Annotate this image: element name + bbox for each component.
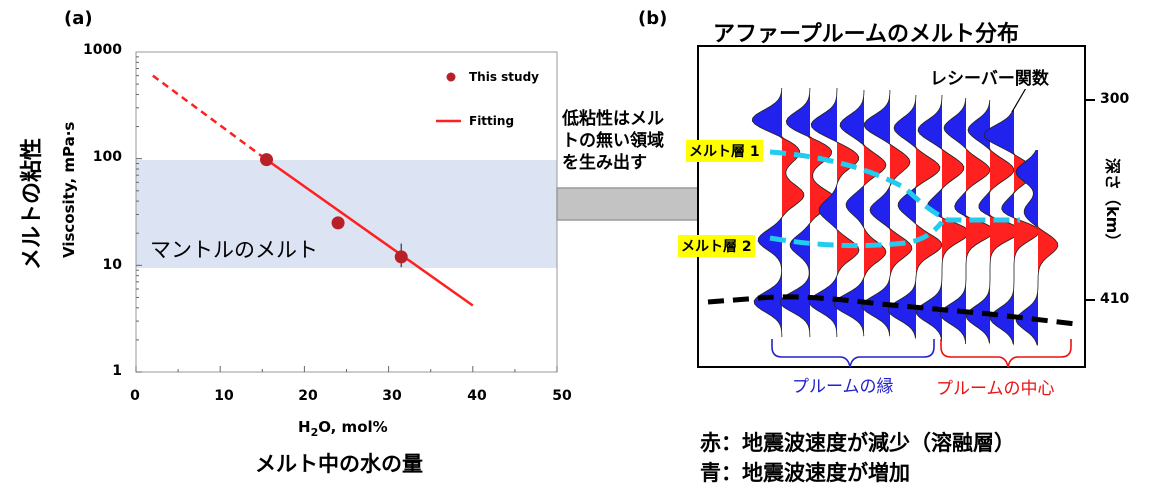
negative-velocity-lobe: [916, 95, 942, 340]
depth-tick-label: 410: [1100, 291, 1130, 307]
x-axis-label-en: H2O, mol%: [298, 418, 388, 439]
melt-layer-2-tag: メルト層 2: [678, 235, 755, 257]
data-point: [394, 250, 408, 264]
mantle-melt-band: [136, 160, 557, 268]
data-point: [331, 216, 345, 230]
legend-point-marker: [446, 72, 456, 82]
fitting-line: [265, 158, 474, 307]
positive-velocity-lobe: [834, 90, 864, 338]
panel-b-title: アファープルームのメルト分布: [713, 22, 1020, 47]
negative-velocity-lobe: [810, 88, 836, 338]
region-brackets: [771, 339, 1072, 368]
x-tick-label: 10: [214, 388, 234, 404]
melt-layer-2-line: [769, 220, 944, 249]
legend-notes: 赤：地震波速度が減少（溶融層） 青：地震波速度が増加: [700, 428, 1015, 488]
x-tick-label: 30: [382, 388, 402, 404]
x-tick-label: 20: [298, 388, 318, 404]
receiver-function-trace: [983, 109, 1040, 345]
depth-axis-label: 深さ（km）: [1103, 158, 1122, 250]
melt-layer-1-line: [769, 149, 1020, 223]
positive-velocity-lobe: [862, 90, 890, 338]
arrow-note: 低粘性はメル トの無い領域 を生み出す: [562, 108, 664, 174]
negative-velocity-lobe: [942, 95, 970, 342]
note-blue: 青：地震波速度が増加: [700, 461, 910, 485]
receiver-function-trace: [861, 90, 913, 337]
receiver-function-trace: [915, 94, 970, 342]
receiver-function-trace: [751, 87, 805, 338]
data-point: [260, 153, 274, 167]
positive-velocity-lobe: [752, 88, 782, 338]
viscosity-chart: [135, 51, 558, 373]
positive-velocity-lobe: [1016, 150, 1038, 346]
positive-velocity-lobe: [984, 110, 1014, 346]
y-tick-label: 1: [112, 363, 122, 379]
x-tick-label: 40: [467, 388, 487, 404]
negative-velocity-lobe: [1038, 150, 1058, 346]
y-tick-label: 10: [102, 257, 122, 273]
x-tick-label: 0: [130, 388, 140, 404]
410-discontinuity-line: [707, 294, 1077, 327]
plume-edge-label: プルームの縁: [792, 377, 894, 397]
y-tick-label: 100: [92, 149, 122, 165]
negative-velocity-lobe: [837, 88, 859, 338]
negative-velocity-lobe: [890, 90, 912, 338]
receiver-function-trace: [887, 94, 943, 339]
depth-tick-label: 300: [1100, 91, 1130, 107]
data-points: [260, 153, 408, 264]
positive-velocity-lobe: [809, 88, 837, 338]
center-bracket: [940, 339, 1072, 368]
plume-center-label: プルームの中心: [936, 379, 1055, 399]
negative-velocity-lobe: [864, 90, 886, 338]
receiver-function-trace: [833, 89, 887, 337]
edge-bracket: [771, 339, 935, 368]
melt-layer-1-tag: メルト層 1: [686, 140, 763, 162]
panel-b-label: (b): [638, 8, 668, 29]
tick-marks: [135, 56, 558, 373]
band-label: マントルのメルト: [150, 238, 318, 262]
negative-velocity-lobe: [782, 88, 804, 338]
receiver-function-label: レシーバー関数: [930, 64, 1049, 89]
panel-a-label: (a): [64, 8, 93, 29]
negative-velocity-lobe: [966, 98, 995, 344]
positive-velocity-lobe: [966, 100, 990, 345]
x-tick-label: 50: [552, 388, 572, 404]
note-red: 赤：地震波速度が減少（溶融層）: [700, 431, 1015, 455]
positive-velocity-lobe: [940, 98, 966, 344]
receiver-function-trace: [1015, 149, 1059, 346]
positive-velocity-lobe: [780, 88, 810, 338]
positive-velocity-lobe: [888, 95, 916, 340]
x-axis-label-jp: メルト中の水の量: [255, 452, 423, 476]
arrow-note-line: トの無い領域: [562, 131, 664, 151]
y-tick-label: 1000: [83, 42, 122, 58]
positive-velocity-lobe: [916, 95, 942, 342]
arrow-note-line: 低粘性はメル: [562, 109, 664, 129]
legend-label-fit: Fitting: [469, 114, 515, 128]
receiver-function-plot: [697, 45, 1095, 368]
arrow-note-line: を生み出す: [562, 153, 647, 173]
legend-label-points: This study: [469, 70, 539, 84]
fitting-line-extrapolated: [152, 74, 268, 161]
receiver-pointer: [1011, 87, 1027, 113]
